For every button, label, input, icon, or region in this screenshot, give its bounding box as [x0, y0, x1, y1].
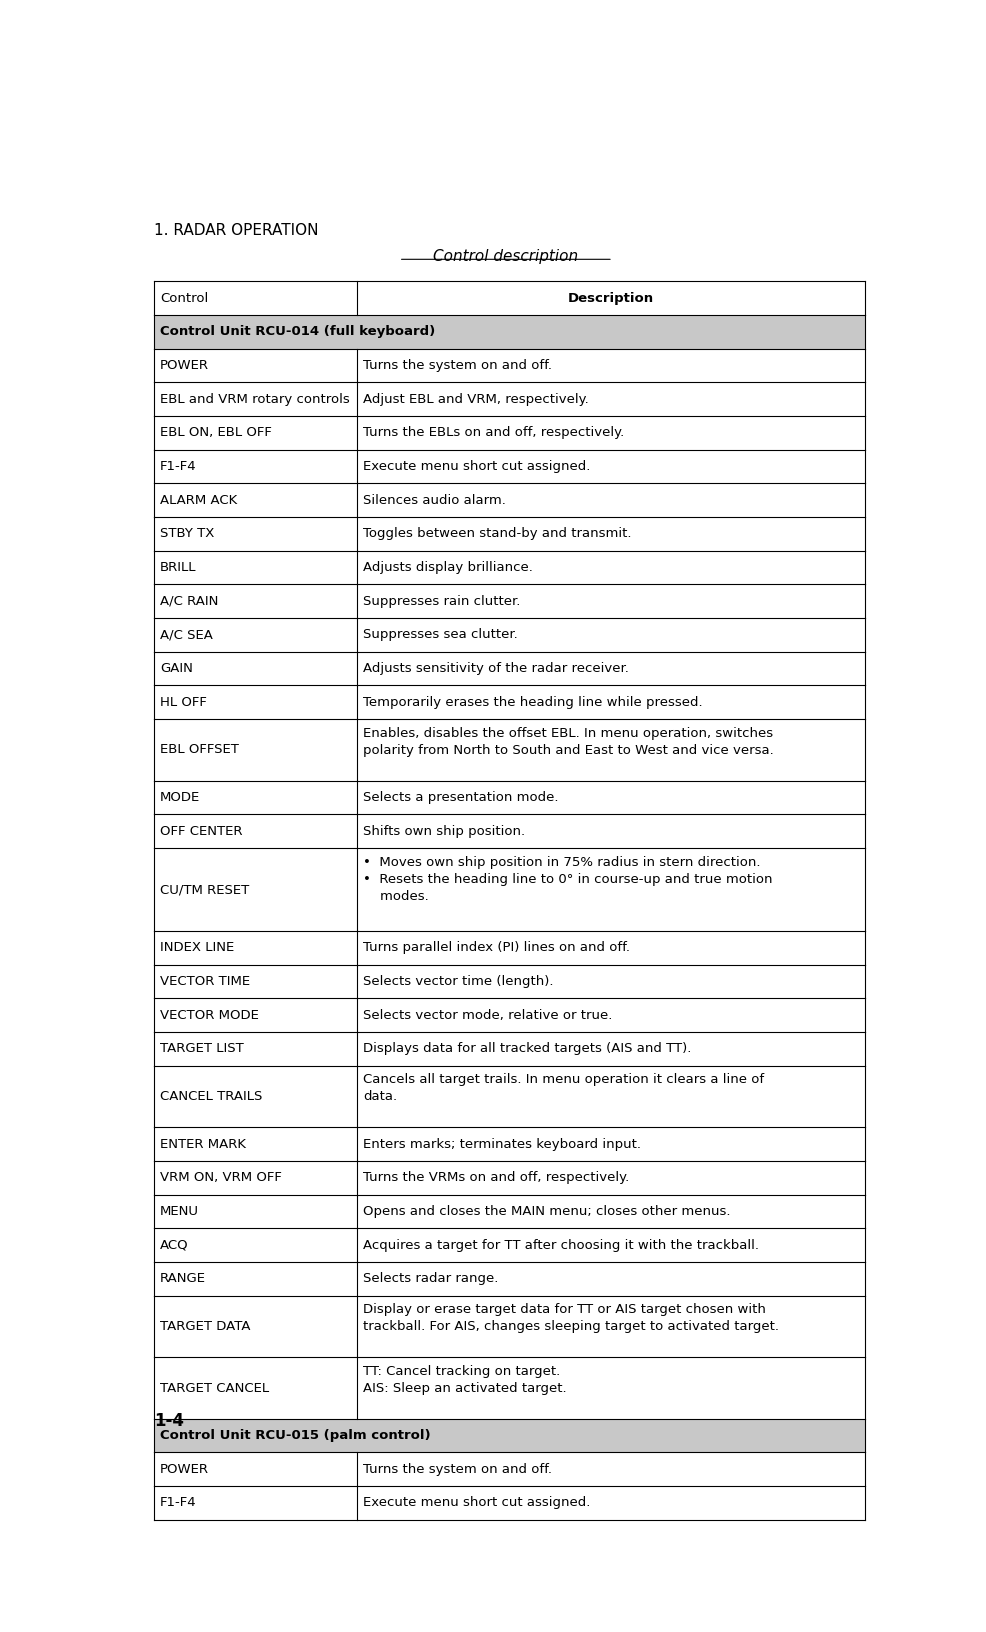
Text: EBL OFFSET: EBL OFFSET	[160, 744, 239, 756]
Text: VECTOR TIME: VECTOR TIME	[160, 974, 250, 987]
Text: VECTOR MODE: VECTOR MODE	[160, 1009, 258, 1022]
Text: EBL and VRM rotary controls: EBL and VRM rotary controls	[160, 393, 349, 406]
Text: Turns the EBLs on and off, respectively.: Turns the EBLs on and off, respectively.	[363, 426, 623, 439]
Text: Enables, disables the offset EBL. In menu operation, switches
polarity from Nort: Enables, disables the offset EBL. In men…	[363, 726, 773, 757]
Text: ACQ: ACQ	[160, 1239, 188, 1252]
Text: Adjust EBL and VRM, respectively.: Adjust EBL and VRM, respectively.	[363, 393, 588, 406]
Text: Control Unit RCU-014 (full keyboard): Control Unit RCU-014 (full keyboard)	[160, 325, 435, 338]
Bar	[154, 685, 865, 720]
Text: INDEX LINE: INDEX LINE	[160, 942, 234, 955]
Text: Suppresses sea clutter.: Suppresses sea clutter.	[363, 628, 517, 641]
Bar	[154, 1358, 865, 1418]
Bar	[154, 315, 865, 349]
Text: •  Moves own ship position in 75% radius in stern direction.
•  Resets the headi: • Moves own ship position in 75% radius …	[363, 855, 772, 902]
Text: BRILL: BRILL	[160, 561, 196, 574]
Text: TARGET CANCEL: TARGET CANCEL	[160, 1382, 269, 1394]
Text: TARGET DATA: TARGET DATA	[160, 1320, 250, 1333]
Text: Control: Control	[160, 292, 208, 305]
Text: RANGE: RANGE	[160, 1273, 206, 1286]
Bar	[154, 1229, 865, 1262]
Text: Cancels all target trails. In menu operation it clears a line of
data.: Cancels all target trails. In menu opera…	[363, 1074, 763, 1103]
Text: Adjusts display brilliance.: Adjusts display brilliance.	[363, 561, 532, 574]
Bar	[154, 382, 865, 416]
Text: OFF CENTER: OFF CENTER	[160, 824, 243, 837]
Bar	[154, 483, 865, 517]
Text: Adjusts sensitivity of the radar receiver.: Adjusts sensitivity of the radar receive…	[363, 663, 628, 676]
Bar	[154, 450, 865, 483]
Bar	[154, 281, 865, 315]
Text: CU/TM RESET: CU/TM RESET	[160, 883, 249, 896]
Bar	[154, 584, 865, 619]
Text: Display or erase target data for TT or AIS target chosen with
trackball. For AIS: Display or erase target data for TT or A…	[363, 1304, 778, 1333]
Text: MENU: MENU	[160, 1204, 199, 1217]
Bar	[154, 349, 865, 382]
Text: Description: Description	[567, 292, 654, 305]
Bar	[154, 1452, 865, 1487]
Text: A/C RAIN: A/C RAIN	[160, 594, 218, 607]
Text: Temporarily erases the heading line while pressed.: Temporarily erases the heading line whil…	[363, 695, 702, 708]
Bar	[154, 965, 865, 999]
Text: POWER: POWER	[160, 1462, 209, 1475]
Text: Selects vector time (length).: Selects vector time (length).	[363, 974, 553, 987]
Text: Control description: Control description	[433, 248, 578, 264]
Text: Selects vector mode, relative or true.: Selects vector mode, relative or true.	[363, 1009, 611, 1022]
Text: Acquires a target for TT after choosing it with the trackball.: Acquires a target for TT after choosing …	[363, 1239, 758, 1252]
Text: ALARM ACK: ALARM ACK	[160, 494, 237, 506]
Text: Selects radar range.: Selects radar range.	[363, 1273, 498, 1286]
Text: Turns the system on and off.: Turns the system on and off.	[363, 1462, 551, 1475]
Bar	[154, 814, 865, 849]
Text: Selects a presentation mode.: Selects a presentation mode.	[363, 792, 558, 805]
Text: Execute menu short cut assigned.: Execute menu short cut assigned.	[363, 1497, 590, 1510]
Text: TT: Cancel tracking on target.
AIS: Sleep an activated target.: TT: Cancel tracking on target. AIS: Slee…	[363, 1364, 566, 1395]
Text: MODE: MODE	[160, 792, 200, 805]
Text: Opens and closes the MAIN menu; closes other menus.: Opens and closes the MAIN menu; closes o…	[363, 1204, 730, 1217]
Bar	[154, 720, 865, 780]
Bar	[154, 416, 865, 450]
Bar	[154, 619, 865, 651]
Text: A/C SEA: A/C SEA	[160, 628, 213, 641]
Bar	[154, 1160, 865, 1195]
Bar	[154, 1262, 865, 1296]
Text: POWER: POWER	[160, 359, 209, 372]
Text: Turns the VRMs on and off, respectively.: Turns the VRMs on and off, respectively.	[363, 1172, 628, 1185]
Bar	[154, 849, 865, 930]
Bar	[154, 780, 865, 814]
Text: TARGET LIST: TARGET LIST	[160, 1043, 244, 1056]
Text: EBL ON, EBL OFF: EBL ON, EBL OFF	[160, 426, 272, 439]
Text: Suppresses rain clutter.: Suppresses rain clutter.	[363, 594, 520, 607]
Text: 1. RADAR OPERATION: 1. RADAR OPERATION	[154, 224, 318, 238]
Text: VRM ON, VRM OFF: VRM ON, VRM OFF	[160, 1172, 282, 1185]
Text: Displays data for all tracked targets (AIS and TT).: Displays data for all tracked targets (A…	[363, 1043, 690, 1056]
Text: Shifts own ship position.: Shifts own ship position.	[363, 824, 525, 837]
Text: ENTER MARK: ENTER MARK	[160, 1138, 246, 1151]
Bar	[154, 1195, 865, 1229]
Text: GAIN: GAIN	[160, 663, 193, 676]
Text: Silences audio alarm.: Silences audio alarm.	[363, 494, 505, 506]
Bar	[154, 1128, 865, 1160]
Text: Turns parallel index (PI) lines on and off.: Turns parallel index (PI) lines on and o…	[363, 942, 629, 955]
Text: F1-F4: F1-F4	[160, 460, 196, 473]
Text: CANCEL TRAILS: CANCEL TRAILS	[160, 1090, 262, 1103]
Bar	[154, 517, 865, 550]
Bar	[154, 1418, 865, 1452]
Text: Turns the system on and off.: Turns the system on and off.	[363, 359, 551, 372]
Bar	[154, 930, 865, 965]
Text: Toggles between stand-by and transmit.: Toggles between stand-by and transmit.	[363, 527, 631, 540]
Text: F1-F4: F1-F4	[160, 1497, 196, 1510]
Text: Enters marks; terminates keyboard input.: Enters marks; terminates keyboard input.	[363, 1138, 640, 1151]
Text: Execute menu short cut assigned.: Execute menu short cut assigned.	[363, 460, 590, 473]
Bar	[154, 1066, 865, 1128]
Text: 1-4: 1-4	[154, 1412, 183, 1430]
Bar	[154, 1031, 865, 1066]
Bar	[154, 1296, 865, 1358]
Text: HL OFF: HL OFF	[160, 695, 207, 708]
Text: Control Unit RCU-015 (palm control): Control Unit RCU-015 (palm control)	[160, 1430, 430, 1443]
Bar	[154, 651, 865, 685]
Bar	[154, 1487, 865, 1519]
Text: STBY TX: STBY TX	[160, 527, 214, 540]
Bar	[154, 550, 865, 584]
Bar	[154, 999, 865, 1031]
